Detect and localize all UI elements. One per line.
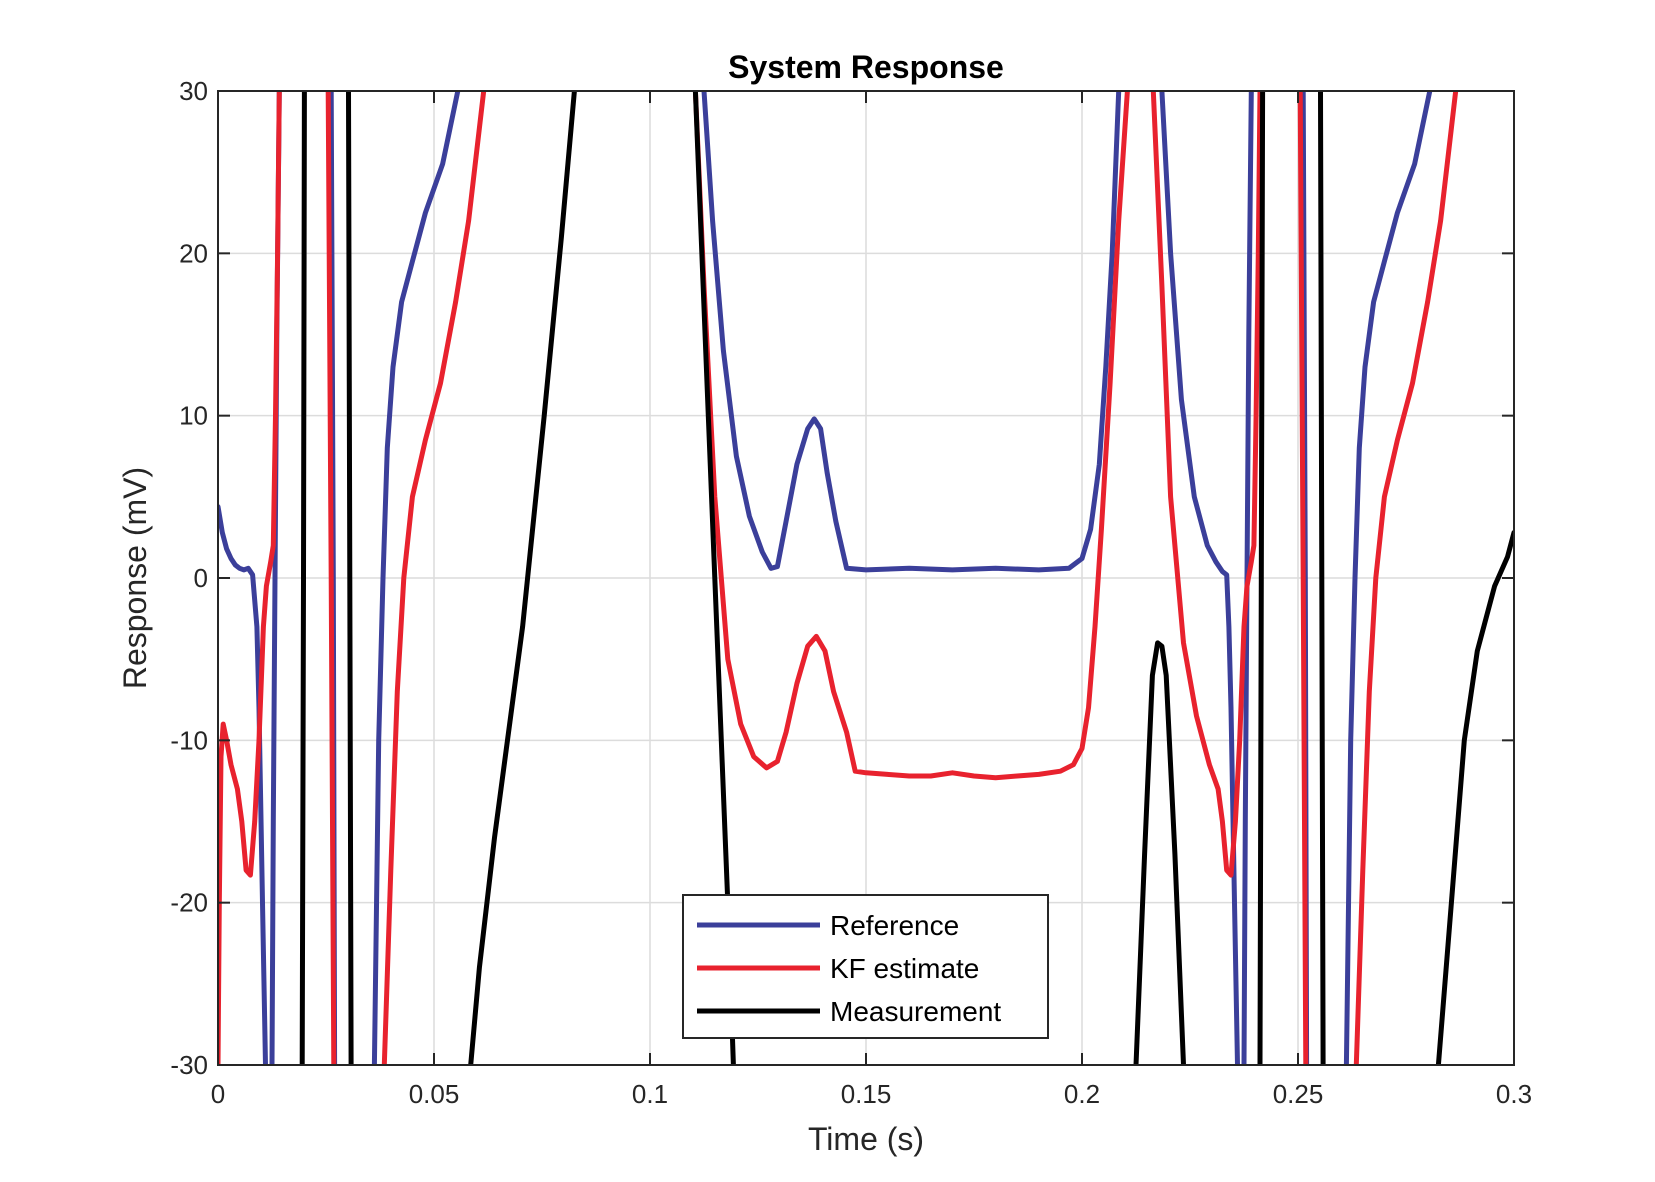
- x-tick-label: 0.2: [1064, 1079, 1100, 1109]
- x-tick-label: 0.15: [841, 1079, 892, 1109]
- legend: Reference KF estimate Measurement: [682, 894, 1049, 1039]
- y-tick-label: 20: [179, 238, 208, 268]
- tick-labels: 0 0.05 0.1 0.15 0.2 0.25 0.3 -30 -20 -10 0 10 20 30: [170, 76, 1532, 1109]
- y-tick-label: 30: [179, 76, 208, 106]
- x-axis-label: Time (s): [808, 1121, 924, 1157]
- series-line-kf-estimate: [218, 91, 1459, 1065]
- y-tick-label: -30: [170, 1050, 208, 1080]
- y-axis-label: Response (mV): [117, 467, 153, 689]
- series-layer: [218, 91, 1514, 1065]
- legend-label-measurement: Measurement: [830, 996, 1001, 1027]
- y-tick-label: -20: [170, 888, 208, 918]
- x-tick-label: 0.3: [1496, 1079, 1532, 1109]
- ticks: [217, 90, 1515, 1066]
- y-tick-label: 0: [194, 563, 208, 593]
- legend-label-reference: Reference: [830, 910, 959, 941]
- y-tick-label: -10: [170, 725, 208, 755]
- x-tick-label: 0: [211, 1079, 225, 1109]
- x-tick-label: 0.05: [409, 1079, 460, 1109]
- y-tick-label: 10: [179, 401, 208, 431]
- legend-label-kf-estimate: KF estimate: [830, 953, 979, 984]
- x-tick-label: 0.25: [1273, 1079, 1324, 1109]
- chart-title: System Response: [728, 49, 1004, 85]
- x-tick-label: 0.1: [632, 1079, 668, 1109]
